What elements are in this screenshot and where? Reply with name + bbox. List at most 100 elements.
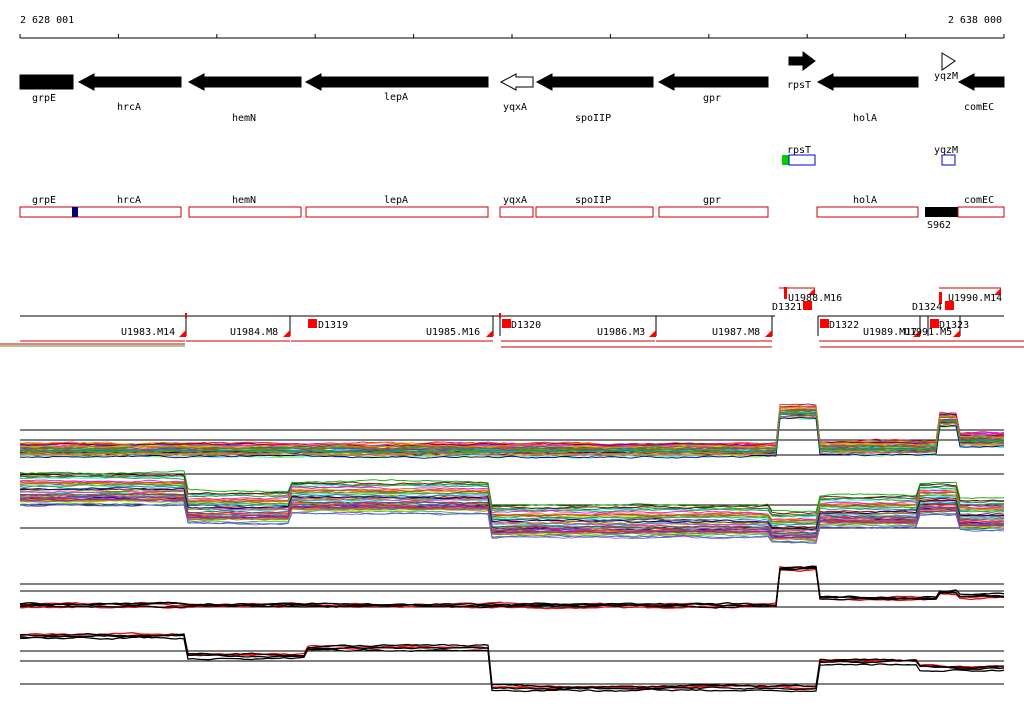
breakpoint-marker <box>502 319 511 328</box>
gene-label-rpsT: rpsT <box>787 80 811 91</box>
feature-box-label-gpr: gpr <box>703 195 721 206</box>
segment-marker <box>953 330 960 337</box>
gene-hrcA[interactable]: hrcA <box>77 73 182 113</box>
segment-label: D1320 <box>511 320 541 331</box>
gene-spoIIP[interactable]: spoIIP <box>535 73 654 124</box>
breakpoint-marker <box>930 319 939 328</box>
gene-rpsT[interactable]: rpsT <box>787 51 816 91</box>
profile-panel-2 <box>19 470 1005 544</box>
segment-label: U1990.M14 <box>948 293 1002 304</box>
gene-label-gpr: gpr <box>703 93 721 104</box>
expression-trace <box>19 474 1005 515</box>
breakpoint-marker <box>820 319 829 328</box>
segment-label: U1986.M3 <box>597 327 645 338</box>
segment-label: U1991.M5 <box>904 327 952 338</box>
feature-box-S962[interactable]: S962 <box>925 207 958 231</box>
gene-track: grpE hrcA hemN lepA yqxA spoIIP gpr <box>19 51 1005 124</box>
profile-panel-1 <box>19 403 1005 459</box>
feature-box-label-spoIIP: spoIIP <box>575 195 611 206</box>
gene-lepA[interactable]: lepA <box>304 73 489 103</box>
segment-label: D1323 <box>939 320 969 331</box>
segment-label: U1989.M17 <box>863 327 917 338</box>
segment-label: D1322 <box>829 320 859 331</box>
feature-box-label-yqxA: yqxA <box>503 195 527 206</box>
expression-trace <box>19 403 1005 446</box>
expression-trace <box>19 405 1004 449</box>
feature-box-spoIIP[interactable]: spoIIP <box>535 195 654 218</box>
feature-box-label-holA: holA <box>853 195 877 206</box>
feature-box-lepA[interactable]: lepA <box>305 195 489 218</box>
profile-panel-3 <box>19 565 1005 610</box>
expression-trace <box>20 481 1005 523</box>
feature-box-comEC[interactable]: comEC <box>957 195 1005 218</box>
expression-trace <box>19 412 1005 454</box>
expression-trace <box>19 479 1005 521</box>
segment-marker <box>913 330 920 337</box>
feature-box-gpr[interactable]: gpr <box>658 195 769 218</box>
breakpoint-marker <box>803 301 812 310</box>
gene-gpr[interactable]: gpr <box>657 73 769 104</box>
expression-trace <box>19 567 1005 609</box>
coordinate-ruler: 2 628 001 2 638 000 <box>19 15 1005 39</box>
expression-trace <box>19 498 1005 539</box>
expression-trace <box>20 487 1005 531</box>
feature-box-hemN[interactable]: hemN <box>188 195 302 218</box>
expression-trace <box>19 405 1005 448</box>
small-feature-label-rpsT: rpsT <box>787 145 811 156</box>
navy-tag <box>72 207 78 217</box>
expression-trace <box>19 405 1005 448</box>
expression-trace <box>19 633 1005 689</box>
feature-box-label-lepA: lepA <box>384 195 408 206</box>
expression-trace <box>19 566 1005 608</box>
segment-label: U1985.M16 <box>426 327 480 338</box>
segment-marker <box>179 330 186 337</box>
green-tag <box>782 155 789 165</box>
expression-profiles <box>19 403 1005 693</box>
gene-holA[interactable]: holA <box>816 73 919 124</box>
segment-label: U1983.M14 <box>121 327 175 338</box>
srna-label-S962: S962 <box>927 220 951 231</box>
expression-trace <box>19 503 1004 544</box>
feature-box-label-comEC: comEC <box>964 195 994 206</box>
expression-trace <box>19 405 1005 446</box>
segmentation-track: U1983.M14 U1984.M8 D1319 U1985.M16 D1320… <box>0 287 1024 348</box>
ruler-start-label: 2 628 001 <box>20 15 74 26</box>
feature-box-holA[interactable]: holA <box>816 195 919 218</box>
expression-trace <box>19 634 1005 691</box>
feature-box-label-grpE: grpE <box>32 195 56 206</box>
small-feature-yqzM[interactable]: yqzM <box>934 145 958 166</box>
expression-trace <box>19 632 1005 689</box>
gene-yqzM[interactable]: yqzM <box>934 52 958 82</box>
breakpoint-marker <box>308 319 317 328</box>
gene-label-yqzM: yqzM <box>934 71 958 82</box>
feature-box-label-hrcA: hrcA <box>117 195 141 206</box>
segment-label: U1988.M16 <box>788 293 842 304</box>
expression-trace <box>19 470 1005 513</box>
feature-box-yqxA[interactable]: yqxA <box>499 195 534 218</box>
small-feature-rpsT[interactable]: rpsT <box>782 145 816 166</box>
gene-grpE[interactable]: grpE <box>19 74 74 104</box>
feature-box-label-hemN: hemN <box>232 195 256 206</box>
gene-label-lepA: lepA <box>384 92 408 103</box>
expression-trace <box>19 493 1005 535</box>
gene-hemN[interactable]: hemN <box>187 73 302 124</box>
gene-label-grpE: grpE <box>32 93 56 104</box>
gene-comEC[interactable]: comEC <box>957 73 1005 113</box>
profile-panel-4 <box>19 632 1005 693</box>
gene-label-hrcA: hrcA <box>117 102 141 113</box>
breakpoint-marker <box>945 301 954 310</box>
segment-label: U1984.M8 <box>230 327 278 338</box>
feature-box-grpE-hrcA[interactable]: grpE hrcA <box>19 195 182 218</box>
segment-marker <box>808 288 815 295</box>
ruler-end-label: 2 638 000 <box>948 15 1002 26</box>
expression-trace <box>20 636 1005 693</box>
expression-trace <box>19 416 1005 459</box>
gene-label-yqxA: yqxA <box>503 102 527 113</box>
segment-label: D1324 <box>912 302 942 313</box>
gene-yqxA[interactable]: yqxA <box>499 73 534 113</box>
segment-marker <box>649 330 656 337</box>
segment-label: U1987.M8 <box>712 327 760 338</box>
expression-trace <box>19 485 1005 527</box>
segment-label: D1321 <box>772 302 802 313</box>
segment-marker <box>765 330 772 337</box>
